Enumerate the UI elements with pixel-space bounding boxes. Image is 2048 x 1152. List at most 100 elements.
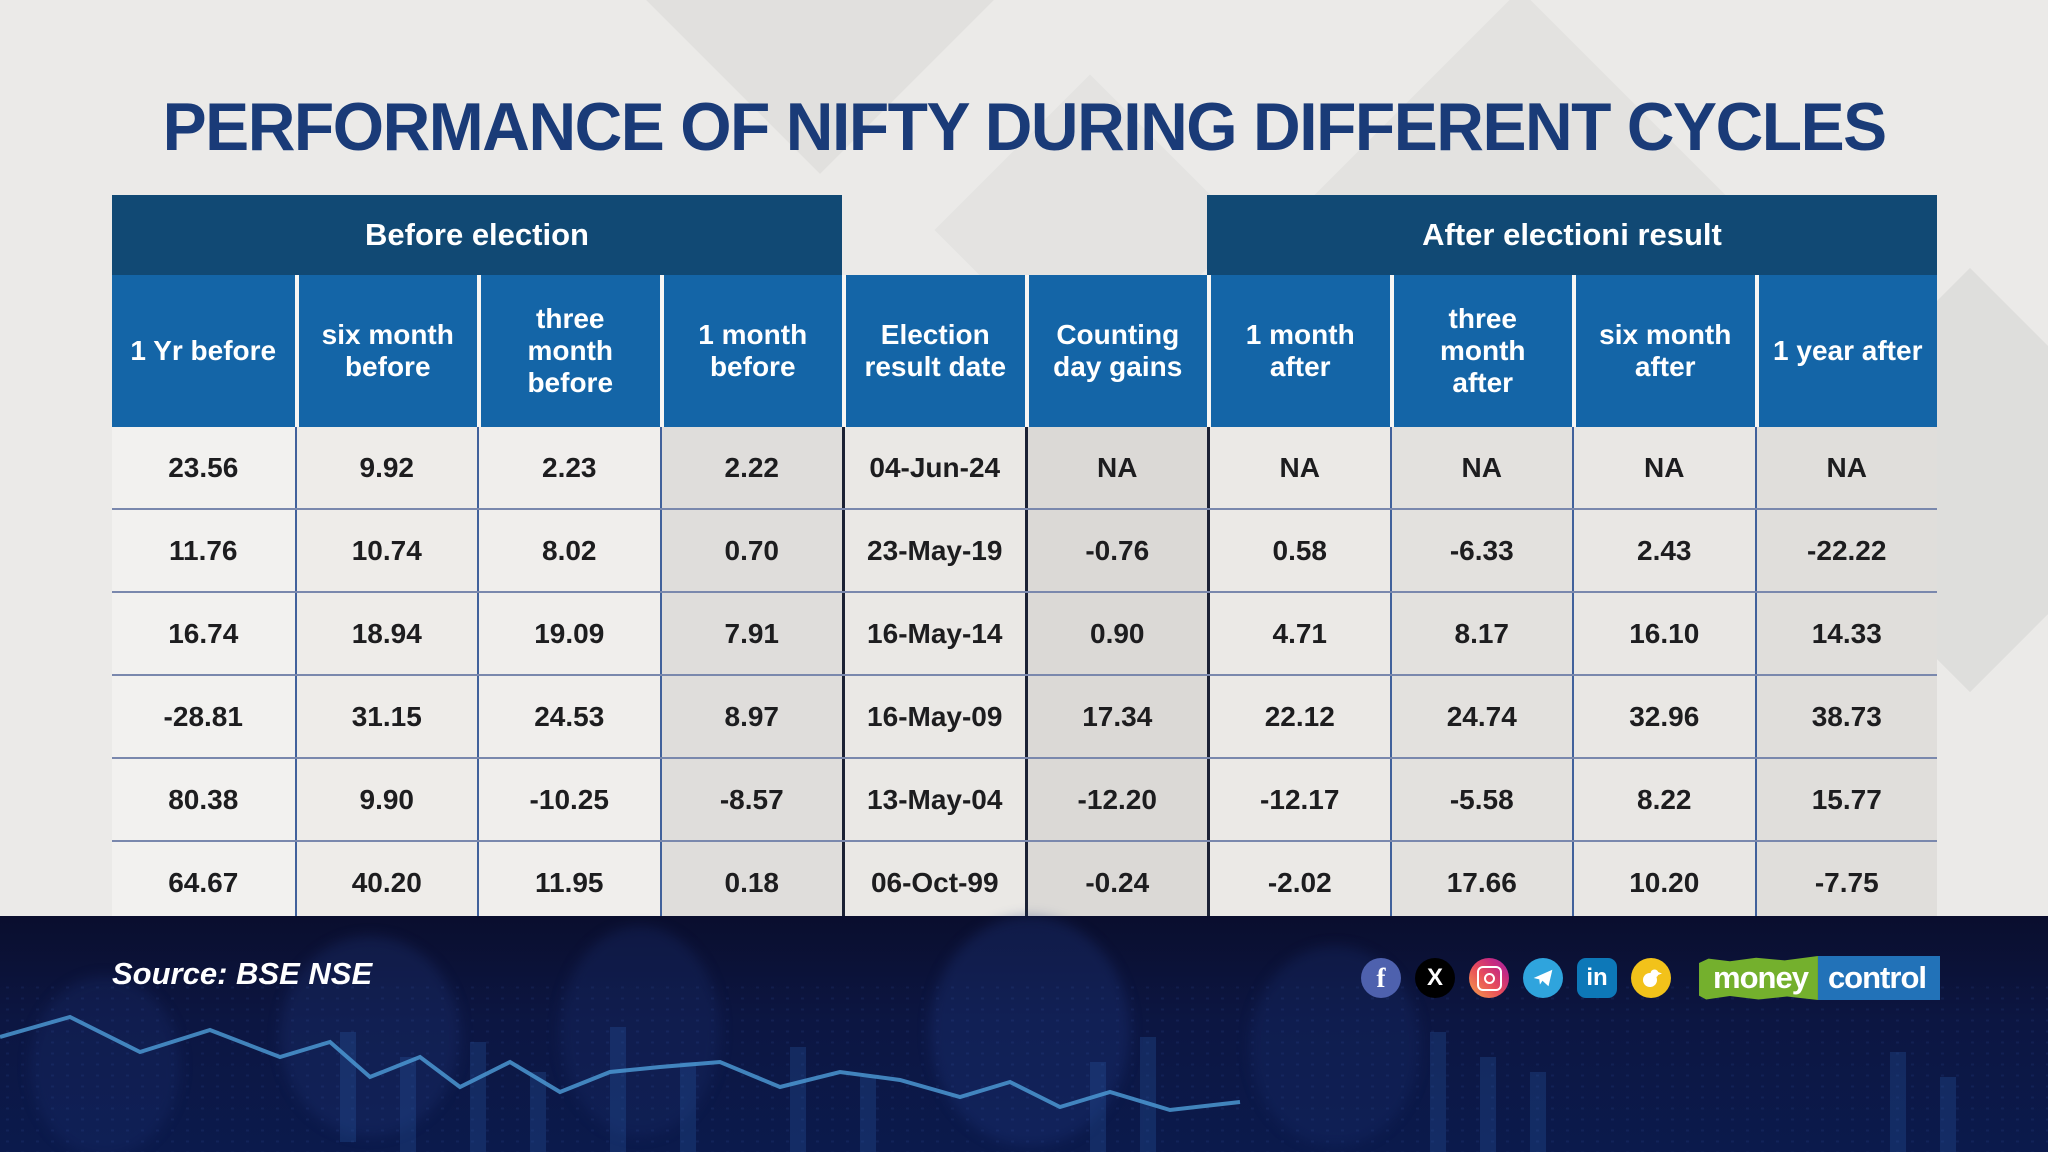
table-cell: 22.12 [1207,676,1390,757]
moneycontrol-logo-control: control [1817,956,1940,1000]
facebook-icon[interactable]: f [1361,958,1402,998]
table-cell: 40.20 [294,842,477,923]
table-cell: NA [1389,427,1572,508]
instagram-camera-frame [1476,965,1502,991]
table-cell: 8.22 [1572,759,1755,840]
table-cell: 9.90 [294,759,477,840]
table-cell: 17.34 [1024,676,1207,757]
column-header: 1 year after [1754,275,1937,427]
table-cell: 13-May-04 [842,759,1025,840]
table-cell: -2.02 [1207,842,1390,923]
table-cell: 11.95 [477,842,660,923]
table-cell: -12.17 [1207,759,1390,840]
telegram-plane-glyph [1533,969,1553,987]
table-cell: 38.73 [1754,676,1937,757]
footer-illustration-silhouette [280,936,460,1136]
nifty-performance-table: Before election After electioni result 1… [112,195,1937,923]
table-cell: -8.57 [659,759,842,840]
instagram-camera-lens [1483,972,1495,984]
group-header-after-election: After electioni result [1207,195,1937,275]
table-row: 80.38 9.90 -10.25 -8.57 13-May-04 -12.20 -12.1… [112,757,1937,840]
table-cell: -10.25 [477,759,660,840]
table-body: 23.56 9.92 2.23 2.22 04-Jun-24 NA NA NA NA NA 11.7… [112,427,1937,923]
column-header: 1 month before [659,275,842,427]
telegram-icon[interactable] [1523,958,1564,998]
page-title: PERFORMANCE OF NIFTY DURING DIFFERENT CY… [162,89,1887,165]
table-cell: 16.74 [112,593,295,674]
table-cell: -5.58 [1389,759,1572,840]
table-cell: 24.53 [477,676,660,757]
table-cell: 0.18 [659,842,842,923]
table-cell: 31.15 [294,676,477,757]
moneycontrol-logo[interactable]: money control [1699,956,1940,1000]
table-cell: NA [1024,427,1207,508]
table-cell: -0.24 [1024,842,1207,923]
column-header: three month before [477,275,660,427]
table-cell: 2.22 [659,427,842,508]
column-header-row: 1 Yr before six month before three month b… [112,275,1937,427]
table-row: 23.56 9.92 2.23 2.22 04-Jun-24 NA NA NA NA NA [112,427,1937,508]
table-cell: 15.77 [1754,759,1937,840]
footer-illustration-silhouette [30,976,180,1152]
table-cell: 0.70 [659,510,842,591]
table-cell: 32.96 [1572,676,1755,757]
footer-dot-matrix-texture [0,982,2048,1152]
table-cell: 11.76 [112,510,295,591]
column-header: 1 month after [1207,275,1390,427]
table-cell: 14.33 [1754,593,1937,674]
table-row: 16.74 18.94 19.09 7.91 16-May-14 0.90 4.71 8.17… [112,591,1937,674]
table-cell: 16-May-09 [842,676,1025,757]
column-header: 1 Yr before [112,275,295,427]
group-header-before-election: Before election [112,195,842,275]
koo-bird-glyph [1643,969,1663,987]
table-cell: 23-May-19 [842,510,1025,591]
table-cell: 04-Jun-24 [842,427,1025,508]
instagram-icon[interactable] [1469,958,1510,998]
column-header: three month after [1389,275,1572,427]
table-row: -28.81 31.15 24.53 8.97 16-May-09 17.34 22.12 2… [112,674,1937,757]
table-cell: 0.58 [1207,510,1390,591]
table-cell: 2.23 [477,427,660,508]
source-label: Source: BSE NSE [112,956,373,991]
table-cell: 80.38 [112,759,295,840]
table-cell: 10.74 [294,510,477,591]
table-cell: -0.76 [1024,510,1207,591]
footer-illustration-silhouette [930,916,1130,1146]
table-cell: 8.97 [659,676,842,757]
column-header: Election result date [842,275,1025,427]
table-cell: 4.71 [1207,593,1390,674]
column-header: six month before [294,275,477,427]
table-cell: 18.94 [294,593,477,674]
table-cell: 24.74 [1389,676,1572,757]
table-cell: 9.92 [294,427,477,508]
footer-illustration-silhouette [560,926,720,1136]
table-cell: 10.20 [1572,842,1755,923]
moneycontrol-logo-money: money [1699,956,1818,1000]
table-cell: NA [1572,427,1755,508]
table-cell: 0.90 [1024,593,1207,674]
table-cell: 8.02 [477,510,660,591]
table-cell: 16-May-14 [842,593,1025,674]
social-links-row: f X in money c [1361,956,1940,1000]
table-cell: -6.33 [1389,510,1572,591]
table-cell: 8.17 [1389,593,1572,674]
table-cell: 7.91 [659,593,842,674]
table-cell: 16.10 [1572,593,1755,674]
table-cell: -7.75 [1754,842,1937,923]
table-cell: 06-Oct-99 [842,842,1025,923]
table-cell: NA [1207,427,1390,508]
footer-stock-chart-decoration [0,1014,1956,1152]
column-header: Counting day gains [1024,275,1207,427]
table-cell: 2.43 [1572,510,1755,591]
linkedin-icon[interactable]: in [1577,958,1618,998]
x-icon[interactable]: X [1415,958,1456,998]
table-cell: 23.56 [112,427,295,508]
table-cell: 17.66 [1389,842,1572,923]
table-cell: -22.22 [1754,510,1937,591]
table-cell: 64.67 [112,842,295,923]
table-row: 64.67 40.20 11.95 0.18 06-Oct-99 -0.24 -2.02 17… [112,840,1937,923]
table-cell: 19.09 [477,593,660,674]
koo-icon[interactable] [1631,958,1672,998]
table-row: 11.76 10.74 8.02 0.70 23-May-19 -0.76 0.58 -6.3… [112,508,1937,591]
